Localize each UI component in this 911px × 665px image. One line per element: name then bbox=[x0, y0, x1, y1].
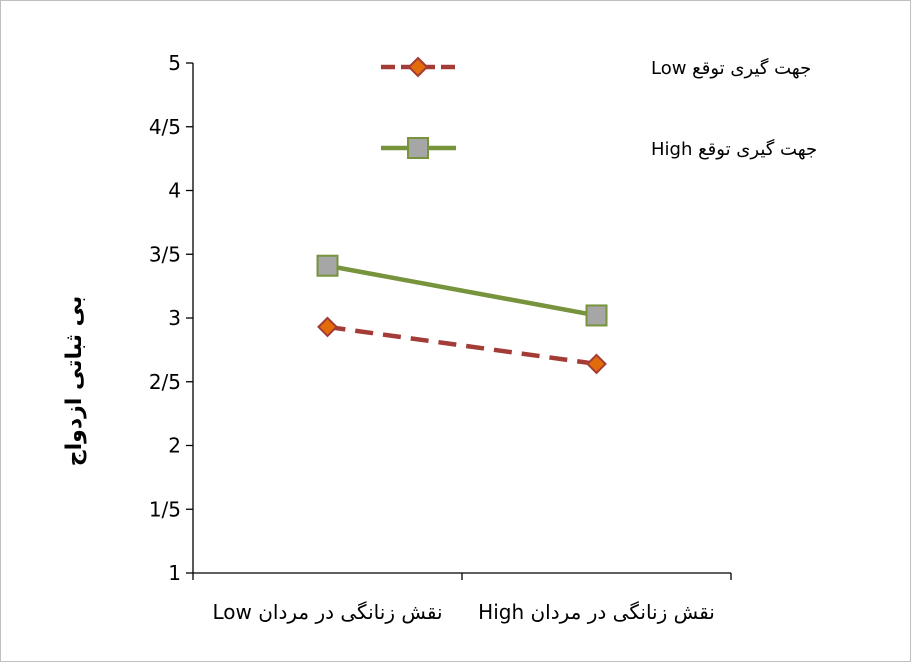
data-point bbox=[585, 304, 608, 327]
legend-item: جهت گیری توقع High bbox=[381, 137, 817, 160]
legend-marker bbox=[407, 56, 429, 78]
y-tick-label: 3 bbox=[168, 306, 181, 330]
y-tick-label: 1 bbox=[168, 561, 181, 585]
series-high bbox=[316, 254, 608, 327]
series-group bbox=[316, 254, 608, 375]
legend-label: جهت گیری توقع Low bbox=[651, 57, 811, 79]
y-axis-label: بی ثباتی ازدواج bbox=[62, 296, 87, 466]
legend-marker bbox=[407, 137, 429, 159]
data-point bbox=[317, 316, 338, 338]
data-point bbox=[586, 353, 607, 375]
y-axis-ticks: 1 1/5 2 2/5 3 3/5 4 4/5 5 bbox=[149, 51, 193, 585]
x-category-label: نقش زنانگی در مردان High bbox=[478, 600, 715, 624]
x-axis-ticks: نقش زنانگی در مردان Low نقش زنانگی در مرد… bbox=[192, 573, 732, 624]
y-tick-label: 2/5 bbox=[149, 370, 181, 394]
y-tick-label: 5 bbox=[168, 51, 181, 75]
legend: جهت گیری توقع Low جهت گیری توقع High bbox=[381, 56, 817, 160]
y-tick-label: 4 bbox=[168, 179, 181, 203]
data-point bbox=[316, 254, 339, 277]
y-tick-label: 3/5 bbox=[149, 242, 181, 266]
series-line bbox=[327, 263, 597, 318]
x-category-label: نقش زنانگی در مردان Low bbox=[212, 600, 442, 624]
series-line bbox=[327, 324, 597, 367]
series-low bbox=[317, 316, 607, 375]
legend-item: جهت گیری توقع Low bbox=[381, 56, 811, 79]
y-tick-label: 4/5 bbox=[149, 115, 181, 139]
y-tick-label: 2 bbox=[168, 434, 181, 458]
y-tick-label: 1/5 bbox=[149, 497, 181, 521]
legend-label: جهت گیری توقع High bbox=[651, 138, 817, 160]
